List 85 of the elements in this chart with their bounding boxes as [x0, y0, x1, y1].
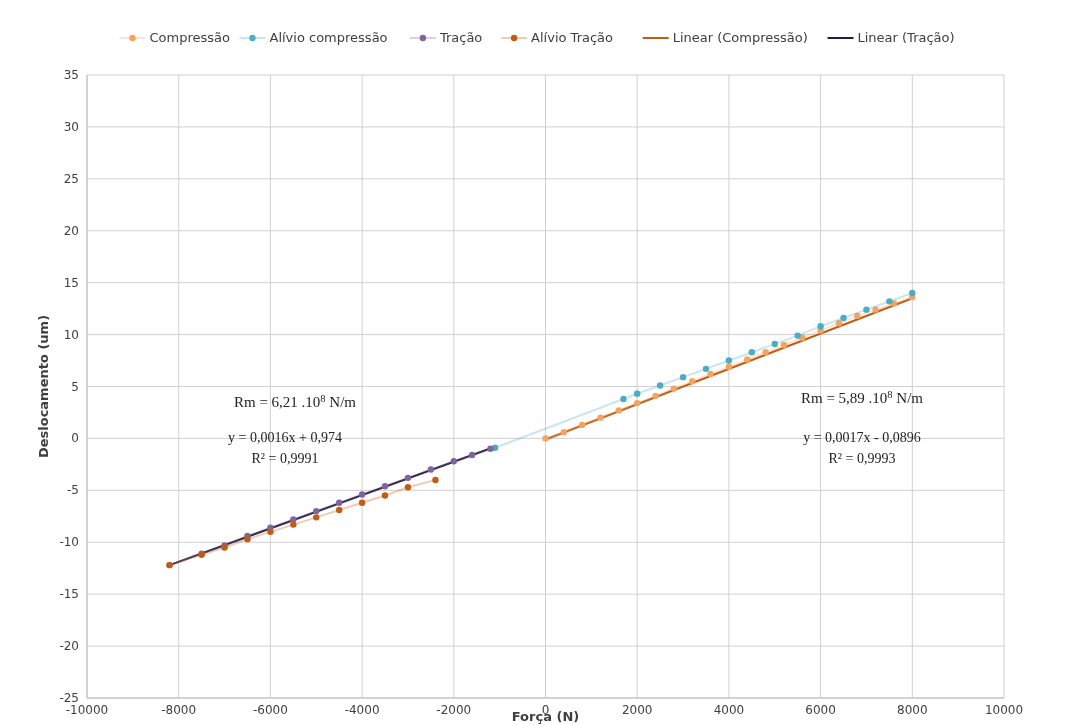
x-tick-label: -4000	[344, 703, 380, 717]
y-tick-label: -10	[59, 535, 79, 550]
point	[835, 319, 843, 327]
point	[762, 349, 769, 356]
point	[670, 385, 678, 392]
point	[886, 298, 893, 305]
point	[560, 428, 568, 436]
x-tick-label: 6000	[805, 703, 836, 717]
point	[335, 499, 343, 506]
point	[725, 357, 733, 364]
point	[267, 528, 274, 536]
point	[652, 392, 659, 400]
annotation: R² = 0,9993	[828, 451, 896, 466]
point	[656, 382, 664, 389]
point	[358, 499, 366, 506]
point	[854, 312, 861, 320]
point	[679, 373, 687, 381]
point	[578, 421, 586, 429]
legend-label: Linear (Compressão)	[672, 30, 808, 45]
point	[620, 395, 627, 403]
point	[313, 514, 320, 521]
point	[381, 482, 389, 490]
point	[817, 323, 824, 330]
y-tick-label: -15	[59, 587, 79, 602]
x-tick-label: 10000	[984, 703, 1024, 717]
point	[290, 521, 297, 528]
point	[313, 507, 320, 515]
point	[432, 476, 439, 484]
point	[909, 289, 916, 297]
point	[404, 484, 412, 491]
point	[863, 306, 870, 313]
point	[335, 506, 343, 514]
point	[404, 474, 412, 482]
y-tick-label: -20	[59, 639, 79, 654]
point	[634, 399, 641, 407]
y-tick-label: 30	[63, 119, 79, 134]
annotation: y = 0,0017x - 0,0896	[803, 430, 921, 445]
y-tick-label: 0	[71, 431, 79, 446]
point	[744, 356, 751, 363]
annotation: Rm = 5,89 .10$^{8}$ N/m	[800, 388, 924, 406]
point	[358, 491, 366, 498]
y-tick-label: 25	[63, 171, 79, 186]
y-tick-label: -5	[67, 483, 79, 498]
y-tick-label: 5	[71, 379, 79, 394]
x-tick-label: -10000	[65, 703, 109, 717]
x-tick-label: -8000	[161, 703, 197, 717]
point	[794, 332, 801, 339]
y-tick-label: 20	[63, 223, 79, 238]
point	[634, 390, 641, 397]
x-tick-label: -2000	[436, 703, 472, 717]
point	[427, 466, 435, 473]
point	[780, 341, 788, 349]
x-tick-label: 8000	[897, 703, 928, 717]
y-axis-title: Deslocamento (um)	[36, 314, 51, 459]
y-tick-label: 10	[63, 327, 79, 342]
point	[597, 414, 604, 421]
point	[542, 435, 549, 442]
legend-label: Tração	[438, 30, 483, 45]
point	[615, 407, 623, 414]
legend-label: Linear (Tração)	[857, 30, 955, 45]
point	[872, 306, 879, 313]
y-tick-label: 35	[63, 68, 79, 82]
annotation: R² = 0,9991	[251, 451, 319, 466]
y-tick-label: 15	[63, 275, 79, 290]
x-tick-label: 2000	[621, 703, 653, 717]
point	[450, 458, 457, 465]
annotation: y = 0,0016x + 0,974	[228, 430, 342, 445]
point	[689, 378, 696, 385]
point	[468, 451, 476, 459]
x-tick-label: -6000	[252, 703, 288, 717]
point	[890, 300, 898, 307]
x-tick-label: 4000	[713, 703, 745, 717]
point	[487, 445, 494, 452]
point	[707, 370, 714, 378]
legend-label: Alívio compressão	[269, 30, 388, 45]
y-tick-label: -25	[59, 691, 79, 705]
point	[702, 365, 710, 373]
point	[840, 314, 847, 322]
legend-label: Alívio Tração	[531, 30, 614, 45]
point	[771, 340, 778, 348]
point	[381, 492, 389, 499]
annotation: Rm = 6,21 .10$^{8}$ N/m	[233, 392, 357, 410]
point	[748, 349, 756, 356]
legend-label: Compressão	[149, 30, 231, 45]
point	[725, 363, 733, 370]
